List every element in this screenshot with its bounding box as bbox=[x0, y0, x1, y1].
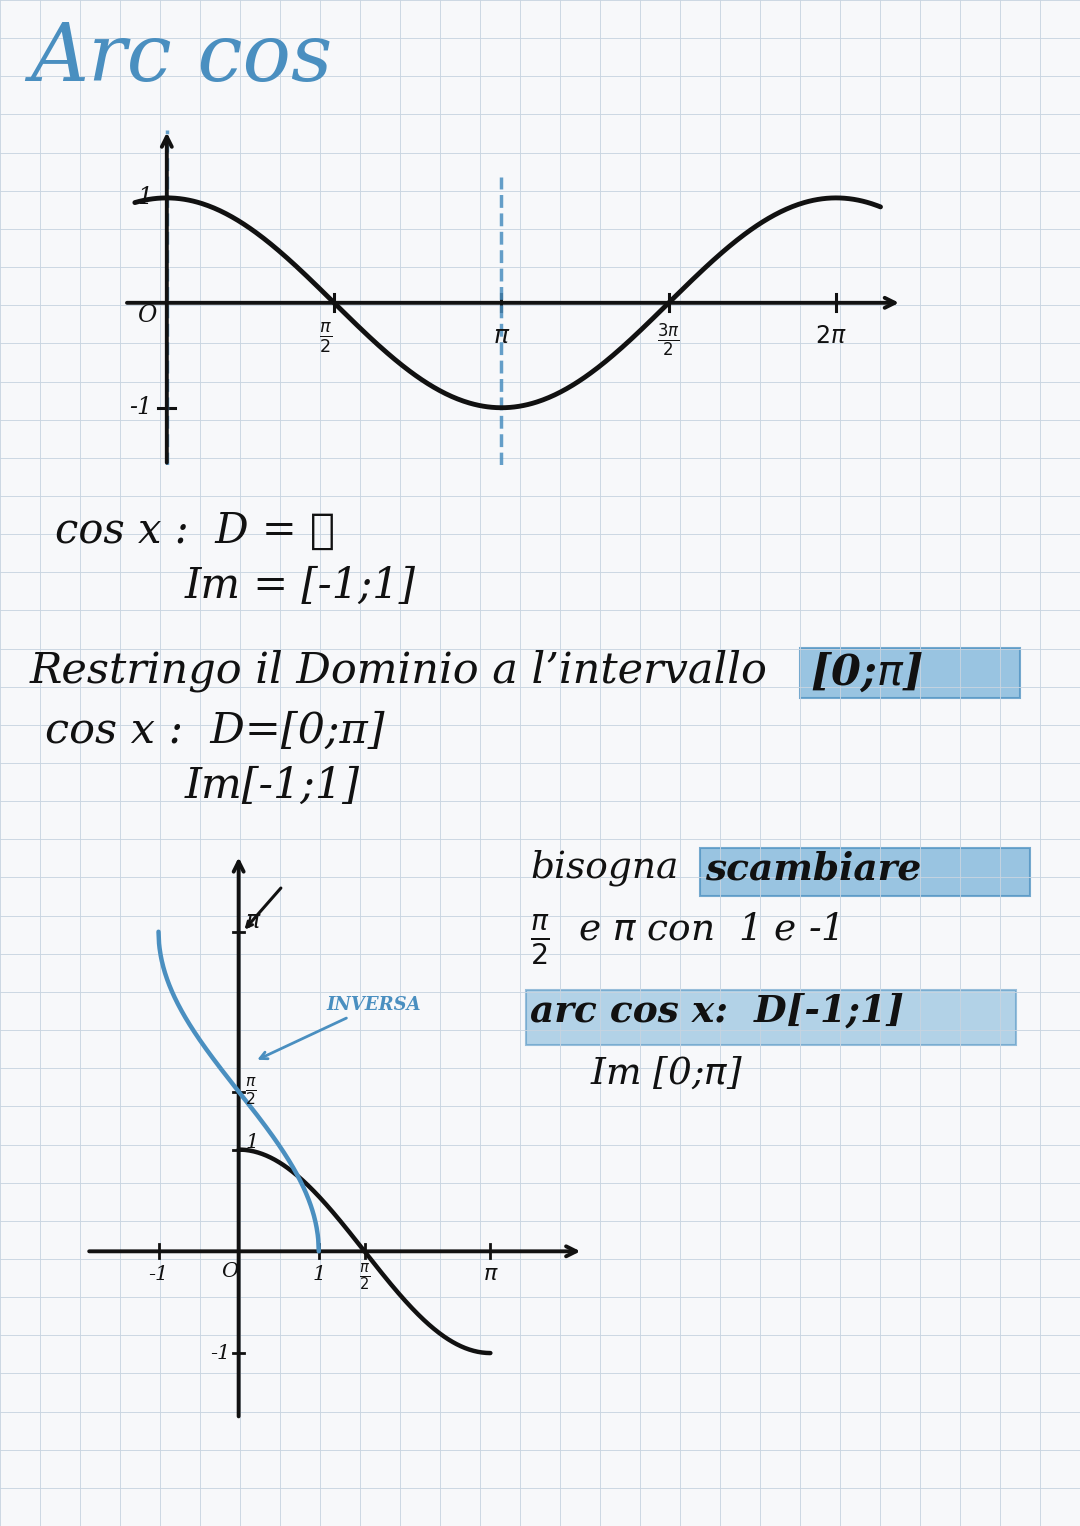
Text: 1: 1 bbox=[245, 1132, 258, 1152]
Bar bbox=[800, 649, 1020, 697]
Text: Im = [-1;1]: Im = [-1;1] bbox=[185, 565, 416, 607]
Text: cos x :  D=[0;π]: cos x : D=[0;π] bbox=[45, 710, 384, 752]
Text: -1: -1 bbox=[130, 397, 152, 420]
Text: arc cos x:  D[-1;1]: arc cos x: D[-1;1] bbox=[530, 992, 904, 1029]
Text: $\pi$: $\pi$ bbox=[245, 909, 261, 932]
Text: $\pi$: $\pi$ bbox=[492, 324, 510, 348]
Text: 1: 1 bbox=[137, 186, 152, 209]
Text: O: O bbox=[221, 1262, 239, 1280]
Text: cos x :  D = ℝ: cos x : D = ℝ bbox=[55, 510, 335, 552]
Text: $\frac{\pi}{2}$: $\frac{\pi}{2}$ bbox=[359, 1260, 370, 1293]
Text: [0;$\pi$]: [0;$\pi$] bbox=[810, 650, 922, 694]
Text: O: O bbox=[137, 304, 157, 327]
Text: scambiare: scambiare bbox=[705, 850, 921, 887]
Text: 1: 1 bbox=[312, 1265, 325, 1283]
Text: Arc cos: Arc cos bbox=[30, 20, 333, 98]
Text: -1: -1 bbox=[148, 1265, 168, 1283]
Text: $\frac{3\pi}{2}$: $\frac{3\pi}{2}$ bbox=[658, 322, 680, 359]
Text: $\frac{\pi}{2}$: $\frac{\pi}{2}$ bbox=[530, 913, 550, 967]
Text: Restringo il Dominio a l’intervallo: Restringo il Dominio a l’intervallo bbox=[30, 650, 768, 693]
Text: INVERSA: INVERSA bbox=[260, 996, 421, 1059]
Bar bbox=[526, 990, 1016, 1045]
Text: Im [0;$\pi$]: Im [0;$\pi$] bbox=[590, 1054, 743, 1091]
Text: $\frac{\pi}{2}$: $\frac{\pi}{2}$ bbox=[319, 320, 333, 354]
Text: bisogna: bisogna bbox=[530, 850, 678, 887]
Text: $\frac{\pi}{2}$: $\frac{\pi}{2}$ bbox=[245, 1076, 257, 1108]
Text: $2\pi$: $2\pi$ bbox=[815, 324, 847, 348]
Bar bbox=[700, 848, 1030, 896]
Text: Im[-1;1]: Im[-1;1] bbox=[185, 765, 360, 807]
Text: e $\pi$ con  1 e -1: e $\pi$ con 1 e -1 bbox=[578, 913, 839, 948]
Text: -1: -1 bbox=[211, 1343, 231, 1363]
Text: $\pi$: $\pi$ bbox=[483, 1264, 498, 1285]
